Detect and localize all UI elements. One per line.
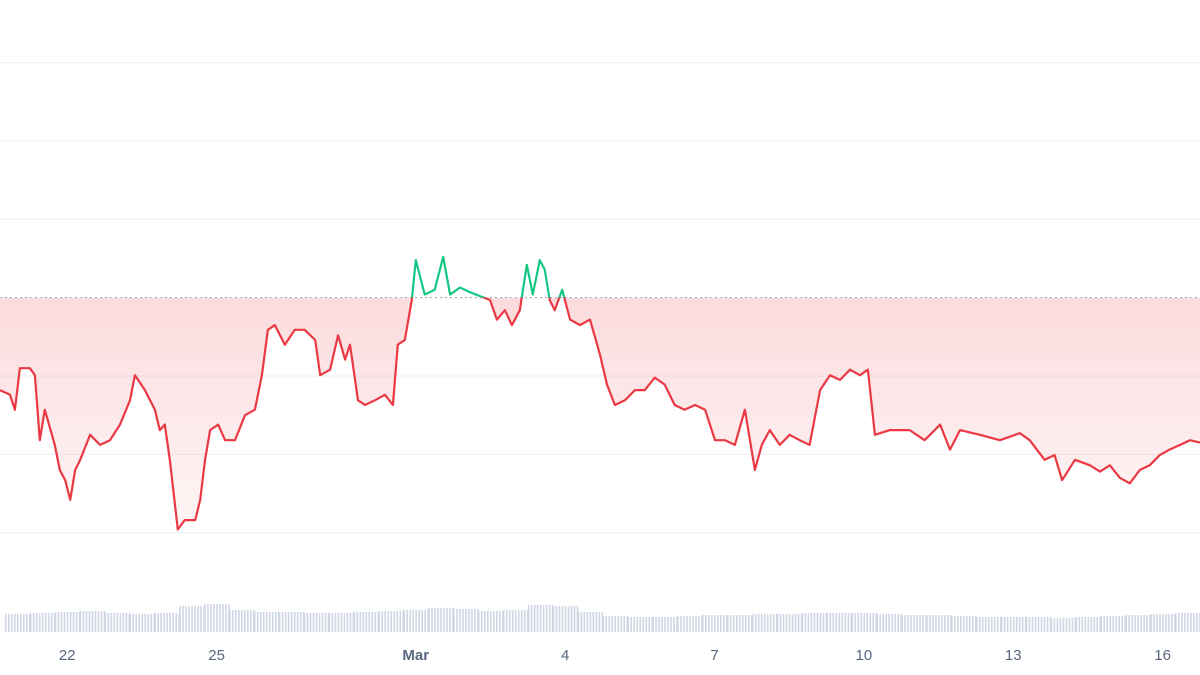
x-tick-label: 13	[1005, 647, 1022, 664]
volume-bar	[353, 612, 380, 632]
volume-bar	[726, 615, 753, 632]
volume-bar	[826, 613, 853, 632]
volume-bar	[129, 614, 156, 632]
volume-bar	[776, 614, 803, 632]
volume-bar	[1175, 613, 1200, 632]
volume-bar	[1050, 618, 1077, 632]
volume-bar	[428, 608, 454, 632]
volume-bar	[1100, 616, 1127, 632]
volume-bar	[253, 612, 280, 632]
area-fill	[0, 297, 1200, 530]
volume-bar	[751, 614, 778, 632]
volume-bar	[876, 614, 902, 632]
volume-bar	[179, 606, 205, 632]
volume-bar	[1125, 615, 1151, 632]
volume-bar	[1150, 614, 1176, 632]
volume-bar	[278, 612, 305, 632]
volume-bar	[602, 616, 629, 632]
volume-bar	[303, 613, 330, 632]
volume-bar	[677, 616, 703, 632]
volume-bar	[154, 613, 180, 632]
volume-bar	[901, 615, 927, 632]
volume-bar	[453, 609, 479, 632]
volume-bar	[229, 610, 255, 632]
volume-bar	[79, 611, 106, 632]
volume-bar	[851, 613, 878, 632]
volume-bar	[1000, 617, 1027, 632]
x-tick-label: 16	[1154, 647, 1171, 664]
volume-bar	[29, 613, 56, 632]
x-tick-label: 22	[59, 647, 76, 664]
volume-bar	[4, 614, 31, 632]
volume-bar	[627, 617, 653, 632]
volume-bar	[926, 615, 952, 632]
volume-bar	[552, 606, 579, 632]
x-tick-label: 7	[710, 647, 718, 664]
volume-bar	[801, 613, 828, 632]
volume-bar	[204, 604, 230, 632]
volume-bar	[527, 605, 554, 632]
volume-bar	[403, 610, 429, 632]
volume-bar	[652, 617, 678, 632]
volume-bar	[104, 613, 131, 632]
x-tick-label: Mar	[402, 647, 429, 664]
volume-bar	[975, 617, 1002, 632]
volume-bar	[1025, 617, 1052, 632]
volume-bar	[478, 611, 504, 632]
x-tick-label: 4	[561, 647, 569, 664]
volume-bar	[577, 612, 604, 632]
price-line	[0, 255, 1200, 531]
volume-bar	[378, 611, 405, 632]
x-tick-label: 10	[856, 647, 873, 664]
volume-bar	[951, 616, 977, 632]
x-tick-label: 25	[208, 647, 225, 664]
volume-bar	[328, 613, 355, 632]
volume-bar	[502, 610, 529, 632]
volume-bar	[702, 615, 728, 632]
volume-bar	[54, 612, 81, 632]
volume-bar	[1075, 617, 1102, 632]
